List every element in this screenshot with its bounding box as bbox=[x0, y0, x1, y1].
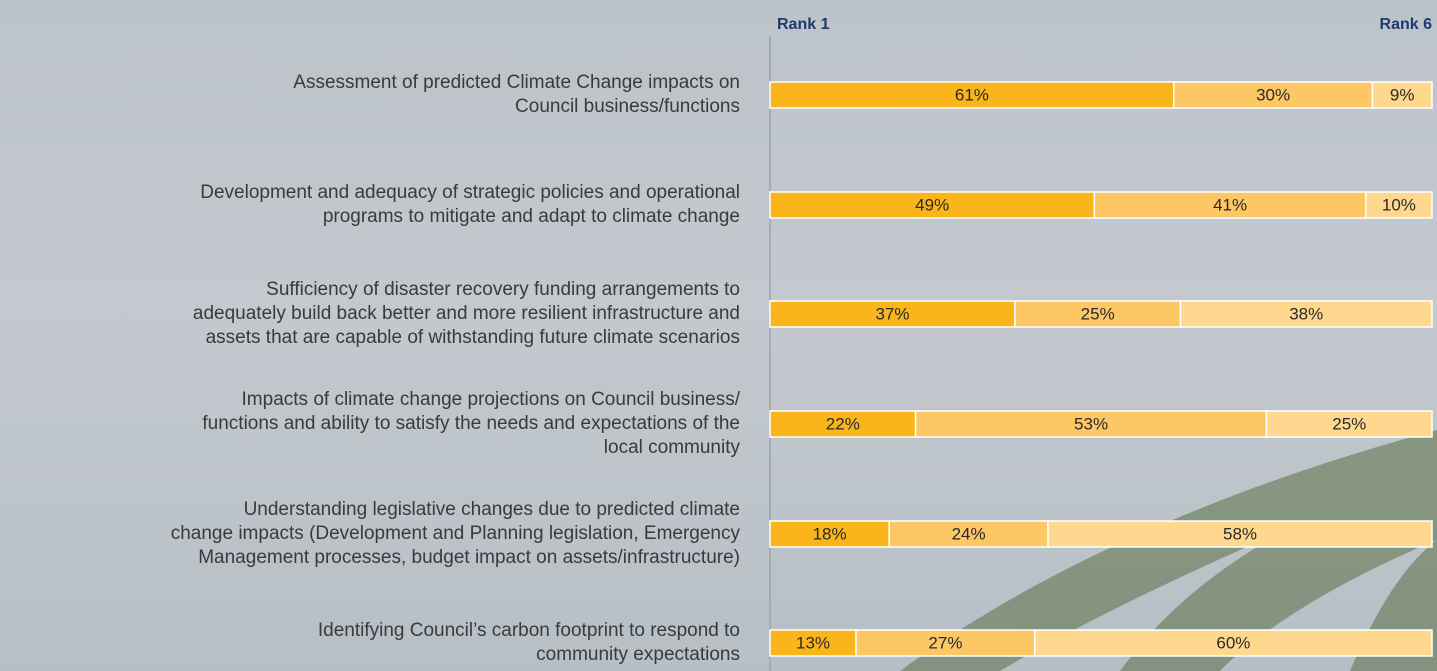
value-label: 37% bbox=[875, 304, 909, 323]
category-label: Understanding legislative changes due to… bbox=[170, 499, 740, 568]
bar-segment bbox=[769, 410, 917, 438]
value-label: 58% bbox=[1223, 524, 1257, 543]
bar-segment bbox=[1371, 81, 1433, 109]
bar-segment bbox=[769, 191, 1096, 219]
value-label: 22% bbox=[826, 414, 860, 433]
value-label: 30% bbox=[1256, 85, 1290, 104]
bar-segment bbox=[1265, 410, 1433, 438]
bar-segment bbox=[1093, 191, 1367, 219]
axis-start-label: Rank 1 bbox=[777, 16, 830, 33]
value-label: 53% bbox=[1074, 414, 1108, 433]
value-label: 25% bbox=[1332, 414, 1366, 433]
bar-segment bbox=[1365, 191, 1433, 219]
value-label: 18% bbox=[813, 524, 847, 543]
category-label: Assessment of predicted Climate Change i… bbox=[293, 72, 740, 117]
bar-segment bbox=[769, 300, 1016, 328]
value-label: 24% bbox=[952, 524, 986, 543]
bar-segment bbox=[769, 629, 857, 657]
value-label: 10% bbox=[1382, 195, 1416, 214]
value-label: 25% bbox=[1081, 304, 1115, 323]
bar-segment bbox=[769, 520, 890, 548]
value-label: 13% bbox=[796, 633, 830, 652]
category-label: Sufficiency of disaster recovery funding… bbox=[192, 279, 740, 348]
category-label: Development and adequacy of strategic po… bbox=[200, 182, 740, 227]
category-label: Identifying Council’s carbon footprint t… bbox=[317, 620, 740, 665]
bar-segment bbox=[855, 629, 1036, 657]
bar-segment bbox=[888, 520, 1049, 548]
value-label: 60% bbox=[1216, 633, 1250, 652]
bar-segment bbox=[1047, 520, 1433, 548]
value-label: 61% bbox=[955, 85, 989, 104]
value-label: 27% bbox=[928, 633, 962, 652]
bar-segment bbox=[1034, 629, 1433, 657]
category-label: Impacts of climate change projections on… bbox=[202, 389, 740, 458]
bar-segment bbox=[1179, 300, 1433, 328]
axis-end-label: Rank 6 bbox=[1380, 16, 1433, 33]
bar-segment bbox=[1014, 300, 1182, 328]
value-label: 41% bbox=[1213, 195, 1247, 214]
value-label: 49% bbox=[915, 195, 949, 214]
bar-segment bbox=[1173, 81, 1374, 109]
value-label: 9% bbox=[1390, 85, 1415, 104]
value-label: 38% bbox=[1289, 304, 1323, 323]
